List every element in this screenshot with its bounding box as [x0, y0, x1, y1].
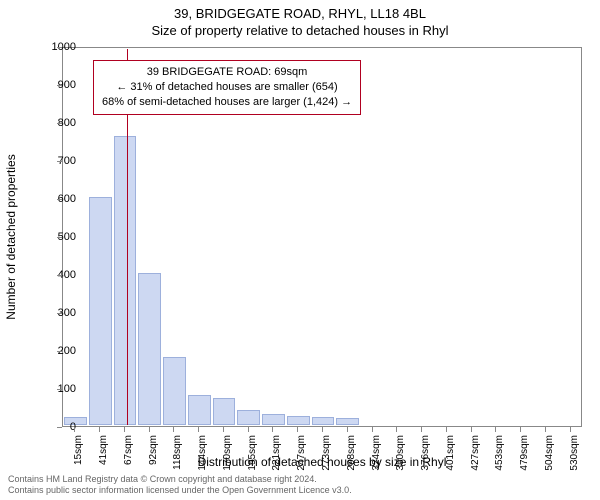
annotation-box: 39 BRIDGEGATE ROAD: 69sqm← 31% of detach… [93, 60, 361, 115]
x-tick-label: 453sqm [495, 435, 505, 485]
y-tick-mark [57, 427, 62, 428]
y-tick-label: 500 [36, 232, 76, 243]
x-tick-label: 530sqm [570, 435, 580, 485]
y-tick-label: 700 [36, 156, 76, 167]
x-tick-label: 92sqm [149, 435, 159, 485]
x-tick-label: 401sqm [446, 435, 456, 485]
x-tick-mark [223, 427, 224, 432]
y-tick-label: 900 [36, 80, 76, 91]
histogram-bar [163, 357, 186, 425]
histogram-bar [89, 197, 112, 425]
y-tick-label: 200 [36, 346, 76, 357]
x-tick-mark [372, 427, 373, 432]
x-tick-mark [322, 427, 323, 432]
x-tick-mark [471, 427, 472, 432]
y-tick-label: 100 [36, 384, 76, 395]
x-tick-mark [198, 427, 199, 432]
x-tick-label: 221sqm [272, 435, 282, 485]
y-tick-label: 1000 [36, 42, 76, 53]
histogram-bar [237, 410, 260, 425]
x-tick-label: 504sqm [545, 435, 555, 485]
plot-frame: 39 BRIDGEGATE ROAD: 69sqm← 31% of detach… [62, 47, 582, 427]
y-tick-mark [57, 275, 62, 276]
footer-line2: Contains public sector information licen… [8, 485, 352, 496]
x-tick-label: 67sqm [124, 435, 134, 485]
y-tick-label: 800 [36, 118, 76, 129]
x-tick-label: 350sqm [396, 435, 406, 485]
annotation-line: 39 BRIDGEGATE ROAD: 69sqm [102, 65, 352, 80]
x-tick-mark [149, 427, 150, 432]
histogram-bar [336, 418, 359, 425]
x-tick-mark [347, 427, 348, 432]
x-tick-label: 376sqm [421, 435, 431, 485]
x-tick-mark [396, 427, 397, 432]
x-tick-mark [570, 427, 571, 432]
plot-area: 39 BRIDGEGATE ROAD: 69sqm← 31% of detach… [62, 47, 582, 427]
x-tick-label: 144sqm [198, 435, 208, 485]
x-tick-label: 15sqm [74, 435, 84, 485]
x-tick-label: 273sqm [322, 435, 332, 485]
x-tick-mark [421, 427, 422, 432]
x-tick-mark [495, 427, 496, 432]
x-tick-label: 170sqm [223, 435, 233, 485]
histogram-bar [312, 417, 335, 425]
y-tick-label: 0 [36, 422, 76, 433]
chart-title: 39, BRIDGEGATE ROAD, RHYL, LL18 4BL [0, 0, 600, 23]
histogram-bar [138, 273, 161, 425]
x-tick-mark [446, 427, 447, 432]
x-tick-label: 324sqm [372, 435, 382, 485]
annotation-line: 68% of semi-detached houses are larger (… [102, 95, 352, 110]
y-tick-mark [57, 389, 62, 390]
y-tick-mark [57, 47, 62, 48]
x-tick-label: 118sqm [173, 435, 183, 485]
histogram-bar [188, 395, 211, 425]
y-tick-label: 400 [36, 270, 76, 281]
y-tick-mark [57, 161, 62, 162]
histogram-bar [287, 416, 310, 426]
x-tick-label: 427sqm [471, 435, 481, 485]
y-tick-mark [57, 199, 62, 200]
x-tick-mark [124, 427, 125, 432]
x-tick-label: 479sqm [520, 435, 530, 485]
x-tick-mark [173, 427, 174, 432]
x-tick-mark [520, 427, 521, 432]
y-tick-mark [57, 85, 62, 86]
x-tick-label: 41sqm [99, 435, 109, 485]
x-tick-mark [74, 427, 75, 432]
x-tick-label: 298sqm [347, 435, 357, 485]
x-tick-label: 195sqm [248, 435, 258, 485]
y-tick-label: 300 [36, 308, 76, 319]
chart-subtitle: Size of property relative to detached ho… [0, 23, 600, 38]
annotation-line: ← 31% of detached houses are smaller (65… [102, 80, 352, 95]
y-tick-mark [57, 313, 62, 314]
y-tick-mark [57, 237, 62, 238]
y-tick-mark [57, 351, 62, 352]
y-tick-mark [57, 123, 62, 124]
x-tick-label: 247sqm [297, 435, 307, 485]
y-tick-label: 600 [36, 194, 76, 205]
x-tick-mark [297, 427, 298, 432]
histogram-bar [262, 414, 285, 425]
x-tick-mark [99, 427, 100, 432]
y-axis-label: Number of detached properties [4, 47, 20, 427]
x-tick-mark [545, 427, 546, 432]
histogram-bar [114, 136, 137, 425]
x-tick-mark [272, 427, 273, 432]
histogram-bar [213, 398, 236, 425]
chart-container: 39, BRIDGEGATE ROAD, RHYL, LL18 4BL Size… [0, 0, 600, 500]
x-tick-mark [248, 427, 249, 432]
